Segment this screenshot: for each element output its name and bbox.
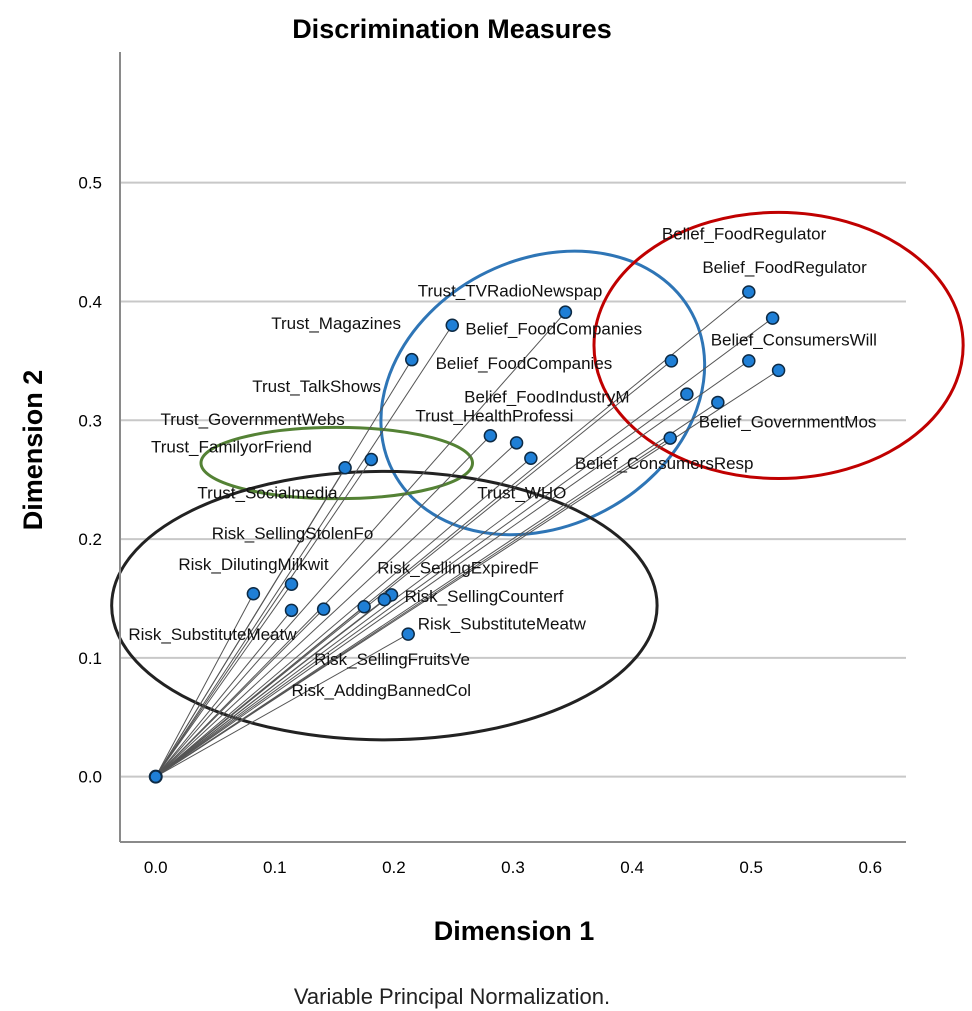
point-label: Risk_SellingExpiredF: [377, 559, 539, 578]
point-label: Trust_TVRadioNewspap: [418, 282, 603, 301]
vector-line: [155, 437, 671, 778]
data-point: [711, 395, 725, 410]
x-tick-label: 0.3: [501, 858, 525, 877]
vector-line: [155, 583, 292, 777]
chart-title: Discrimination Measures: [292, 14, 612, 44]
data-point: [316, 602, 331, 616]
point-label: Risk_AddingBannedCol: [291, 681, 471, 700]
vector-line: [155, 608, 324, 778]
data-point: [405, 352, 419, 367]
data-point: [558, 305, 573, 319]
vector-line: [155, 442, 517, 778]
point-label: Trust_GovernmentWebs: [160, 410, 344, 429]
vector-line: [155, 459, 372, 777]
point-label: Belief_ConsumersResp: [575, 454, 754, 473]
data-point: [742, 285, 756, 299]
y-tick-label: 0.2: [78, 530, 102, 549]
data-point: [246, 586, 261, 601]
y-tick-label: 0.0: [78, 768, 102, 787]
axes: 0.0 0.1 0.2 0.3 0.4 0.5 0.0 0.1 0.2 0.3 0.4 0.5 0.6: [78, 52, 906, 877]
vector-line: [155, 324, 453, 777]
y-tick-label: 0.5: [78, 174, 102, 193]
vector-line: [155, 599, 385, 778]
point-label: Trust_FamilyorFriend: [151, 437, 312, 456]
footnote: Variable Principal Normalization.: [294, 984, 610, 1009]
y-tick-label: 0.4: [78, 292, 102, 311]
y-tick-label: 0.3: [78, 411, 102, 430]
x-tick-label: 0.4: [620, 858, 644, 877]
point-label: Trust_Magazines: [271, 314, 401, 333]
data-point: [445, 318, 460, 332]
vector-line: [155, 606, 365, 778]
x-tick-label: 0.2: [382, 858, 406, 877]
group-ellipse: [199, 425, 475, 501]
point-label: Risk_SubstituteMeatw: [128, 625, 297, 644]
vector-line: [155, 633, 409, 778]
vector-line: [155, 317, 773, 778]
data-point: [338, 461, 352, 475]
group-ellipses: [110, 210, 965, 742]
vector-line: [155, 393, 688, 778]
point-label: Risk_SellingStolenFo: [212, 524, 374, 543]
point-labels: Belief_FoodRegulator Belief_FoodRegulator…: [128, 225, 877, 700]
x-axis-title: Dimension 1: [434, 916, 595, 946]
data-point: [377, 592, 392, 607]
x-tick-label: 0.1: [263, 858, 287, 877]
y-tick-label: 0.1: [78, 649, 102, 668]
vector-line: [155, 593, 254, 777]
data-point: [742, 354, 756, 368]
data-point: [364, 452, 379, 467]
point-label: Trust_Socialmedia: [197, 484, 338, 503]
data-point: [771, 363, 786, 378]
data-point: [509, 436, 524, 450]
data-point: [284, 603, 299, 618]
y-axis-title: Dimension 2: [18, 370, 48, 531]
data-point: [664, 354, 679, 368]
data-point: [680, 387, 694, 401]
group-ellipse: [110, 469, 659, 742]
point-label: Belief_FoodCompanies: [465, 320, 642, 339]
point-label: Belief_FoodRegulator: [702, 258, 867, 277]
data-point: [524, 451, 538, 466]
x-tick-label: 0.5: [739, 858, 763, 877]
point-label: Trust_WHO: [477, 484, 566, 503]
data-point: [401, 627, 415, 641]
data-point: [765, 311, 780, 325]
x-tick-label: 0.0: [144, 858, 168, 877]
vector-line: [155, 311, 566, 777]
point-label: Risk_SellingCounterf: [405, 587, 564, 606]
point-label: Belief_GovernmentMos: [699, 412, 877, 431]
point-label: Risk_SubstituteMeatw: [418, 614, 587, 633]
data-points: [148, 285, 786, 784]
point-label: Belief_ConsumersWill: [711, 330, 877, 349]
origin-point: [148, 769, 163, 784]
data-point: [663, 431, 677, 445]
x-tick-label: 0.6: [858, 858, 882, 877]
point-label: Trust_TalkShows: [252, 377, 381, 396]
point-label: Belief_FoodIndustryM: [464, 387, 629, 406]
vector-line: [155, 360, 750, 778]
data-point: [483, 428, 498, 443]
point-label: Risk_DilutingMilkwit: [178, 555, 328, 574]
vector-line: [155, 360, 672, 778]
vector-line: [155, 467, 346, 777]
group-ellipse: [592, 210, 965, 480]
vector-line: [155, 457, 532, 778]
point-label: Risk_SellingFruitsVe: [314, 650, 470, 669]
point-label: Belief_FoodRegulator: [662, 225, 827, 244]
data-point: [357, 600, 371, 614]
point-label: Trust_HealthProfessi: [415, 406, 573, 425]
point-label: Belief_FoodCompanies: [436, 354, 613, 373]
vector-line: [155, 402, 719, 778]
vector-line: [155, 610, 292, 777]
data-point: [284, 577, 299, 591]
